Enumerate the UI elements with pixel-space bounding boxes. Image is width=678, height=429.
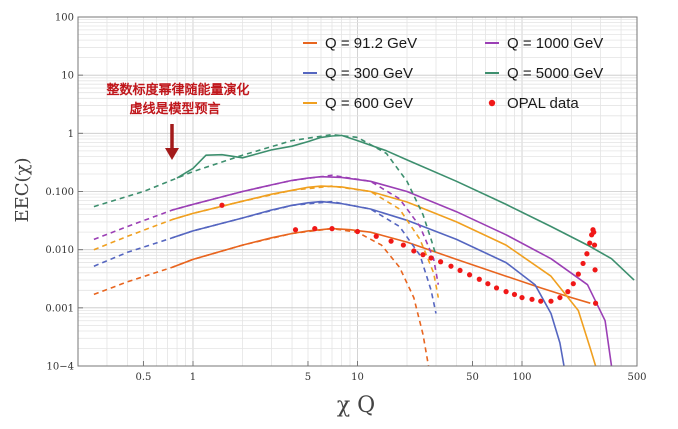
tick-group: 0.5 1 5 10 50 100 500 10−4 0.001 0.010 0.100 1 10 100 xyxy=(45,13,646,384)
x-tick-label: 10 xyxy=(351,372,364,383)
y-tick-label: 100 xyxy=(55,13,74,24)
series-q-91-2-gev-fixed-order-scaling-line xyxy=(93,227,430,367)
series-opal-data-point xyxy=(592,300,599,306)
x-tick-label: 100 xyxy=(512,372,531,383)
series-opal-data-point xyxy=(580,260,586,267)
legend-label-q-91-2-gev: Q = 91.2 GeV xyxy=(325,35,417,52)
series-q-600-gev-fixed-order-scaling-line xyxy=(93,185,440,298)
series-opal-data-point xyxy=(373,233,379,239)
legend-label-q-1000-gev: Q = 1000 GeV xyxy=(507,35,603,52)
series-opal-data-point xyxy=(466,272,473,278)
series-opal-data-point xyxy=(448,263,454,269)
y-axis-label: EEC(χ) xyxy=(12,157,33,222)
series-opal-data-point xyxy=(503,289,509,295)
series-opal-data-point xyxy=(457,267,463,274)
y-tick-label: 1 xyxy=(68,129,74,140)
series-opal-data-point xyxy=(538,298,544,304)
series-q-1000-gev-fixed-order-scaling-line xyxy=(93,174,440,285)
legend-label-q-300-gev: Q = 300 GeV xyxy=(325,65,413,82)
y-tick-label: 0.100 xyxy=(45,187,74,198)
series-q-300-gev-line xyxy=(172,200,565,367)
series-opal-data-point xyxy=(438,259,444,265)
series-opal-data-point xyxy=(570,281,576,287)
series-opal-data-point xyxy=(511,291,518,298)
legend-label-q-600-gev: Q = 600 GeV xyxy=(325,95,413,112)
series-opal-data-point xyxy=(493,285,500,291)
series-opal-data-point xyxy=(312,226,318,232)
x-axis-label: χ Q xyxy=(337,393,375,418)
legend-label-opal-data: OPAL data xyxy=(507,95,579,112)
y-tick-label: 10 xyxy=(61,71,74,82)
series-opal-data-point xyxy=(592,267,598,273)
legend-label-q-5000-gev: Q = 5000 GeV xyxy=(507,65,603,82)
series-q-5000-gev-fixed-order-scaling-line xyxy=(93,133,437,256)
series-opal-data-point xyxy=(529,296,535,302)
series-q-300-gev-fixed-order-scaling-line xyxy=(93,200,437,314)
series-opal-data-point xyxy=(420,252,426,258)
series-opal-data-point xyxy=(519,294,525,301)
series-opal-data-point xyxy=(476,276,482,282)
y-tick-label: 0.010 xyxy=(45,245,74,256)
series-group xyxy=(93,133,635,367)
series-opal-data-point xyxy=(354,228,361,235)
x-tick-label: 5 xyxy=(305,372,311,383)
series-q-91-2-gev-line xyxy=(172,227,591,304)
x-tick-label: 500 xyxy=(627,372,646,383)
series-q-1000-gev-line xyxy=(172,175,613,367)
series-opal-data-point xyxy=(292,227,299,233)
series-opal-data-point xyxy=(400,242,406,248)
series-opal-data-point xyxy=(575,271,581,277)
series-opal-data-point xyxy=(584,251,590,257)
series-opal-data-point xyxy=(219,202,225,208)
y-tick-label: 10−4 xyxy=(47,362,74,373)
series-opal-data-point xyxy=(565,289,571,295)
y-tick-label: 0.001 xyxy=(45,303,74,314)
annotation: 整数标度幂律随能量演化 虚线是模型预言 xyxy=(105,82,250,160)
grid xyxy=(77,16,638,367)
x-tick-label: 50 xyxy=(466,372,479,383)
series-opal-data-point xyxy=(548,298,554,304)
annotation-line-2: 虚线是模型预言 xyxy=(129,101,220,117)
series-opal-data-point xyxy=(329,226,335,232)
x-tick-label: 1 xyxy=(190,372,196,383)
legend: Q = 91.2 GeV Q = 1000 GeV Q = 300 GeV Q = 5… xyxy=(303,35,603,112)
annotation-arrowhead xyxy=(165,148,179,160)
legend-swatch-opal-data xyxy=(488,99,496,107)
series-opal-data-point xyxy=(485,281,491,287)
series-opal-data-point xyxy=(388,238,394,244)
series-opal-data-point xyxy=(591,242,598,248)
x-tick-label: 0.5 xyxy=(136,372,152,383)
series-opal-data-point xyxy=(591,229,597,235)
series-opal-data-point xyxy=(411,248,417,254)
series-opal-data-point xyxy=(557,294,563,301)
annotation-line-1: 整数标度幂律随能量演化 xyxy=(105,82,249,98)
series-opal-data-point xyxy=(428,255,434,261)
series-opal-data-point xyxy=(587,240,593,246)
